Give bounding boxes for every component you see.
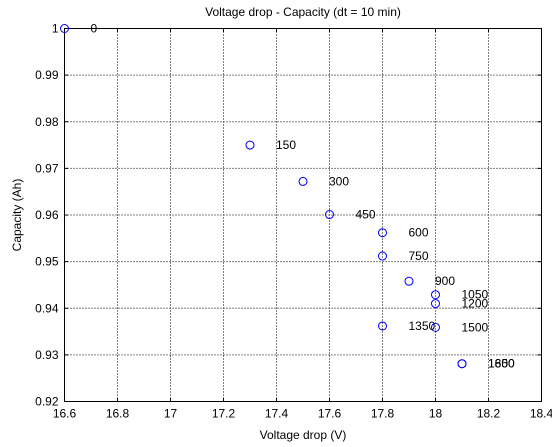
y-axis-ticks: 0.92 0.93 0.94 0.95 0.96 0.97 0.98 0.99 1: [35, 22, 542, 409]
data-point-label: 150: [276, 138, 296, 152]
x-tick-label: 17.6: [318, 407, 342, 421]
data-point-label: 1050: [462, 288, 489, 302]
data-point-marker: [245, 140, 255, 150]
data-point-marker: [457, 359, 467, 369]
data-point-label: 300: [329, 174, 349, 188]
x-tick-label: 18: [429, 407, 443, 421]
x-tick-label: 17.4: [265, 407, 289, 421]
data-point-label: 900: [435, 274, 455, 288]
data-point-label: 750: [409, 249, 429, 263]
x-axis-label: Voltage drop (V): [260, 428, 347, 442]
data-point-marker: [431, 290, 440, 300]
data-point-label: 450: [356, 208, 376, 222]
data-point-marker: [378, 228, 387, 238]
x-tick-label: 18.2: [477, 407, 501, 421]
data-point-label: 600: [409, 226, 429, 240]
data-point-label: 1350: [409, 319, 436, 333]
data-points: [60, 24, 467, 369]
data-point-marker: [431, 322, 440, 332]
data-point-marker: [404, 276, 414, 286]
y-tick-label: 1: [52, 22, 59, 36]
data-point-label: 1500: [462, 320, 489, 334]
x-tick-label: 17: [164, 407, 178, 421]
x-tick-label: 17.2: [212, 407, 236, 421]
chart-title: Voltage drop - Capacity (dt = 10 min): [205, 5, 401, 19]
data-point-label: 1800: [488, 357, 515, 371]
data-point-marker: [431, 299, 440, 309]
y-tick-label: 0.99: [35, 68, 59, 82]
x-tick-label: 17.8: [371, 407, 395, 421]
data-point-marker: [298, 176, 308, 186]
y-axis-label: Capacity (Ah): [10, 179, 24, 252]
y-tick-label: 0.97: [35, 161, 59, 175]
data-point-label: 0: [91, 22, 98, 36]
data-point-label: 1200: [462, 297, 489, 311]
x-tick-label: 16.6: [53, 407, 77, 421]
data-point-marker: [378, 251, 387, 261]
y-tick-label: 0.94: [35, 301, 59, 315]
data-point-marker: [60, 24, 69, 33]
x-axis-ticks: 16.6 16.8 17 17.2 17.4 17.6 17.8 18 18.2 18.4: [53, 28, 552, 421]
grid: [64, 28, 542, 402]
data-point-label: 1650: [488, 357, 515, 371]
y-tick-label: 0.96: [35, 208, 59, 222]
data-point-marker: [325, 210, 334, 220]
y-tick-label: 0.98: [35, 115, 59, 129]
y-tick-label: 0.95: [35, 255, 59, 269]
x-tick-label: 18.4: [530, 407, 552, 421]
data-point-marker: [378, 321, 387, 331]
y-tick-label: 0.92: [35, 395, 59, 409]
y-tick-label: 0.93: [35, 348, 59, 362]
x-tick-label: 16.8: [106, 407, 130, 421]
